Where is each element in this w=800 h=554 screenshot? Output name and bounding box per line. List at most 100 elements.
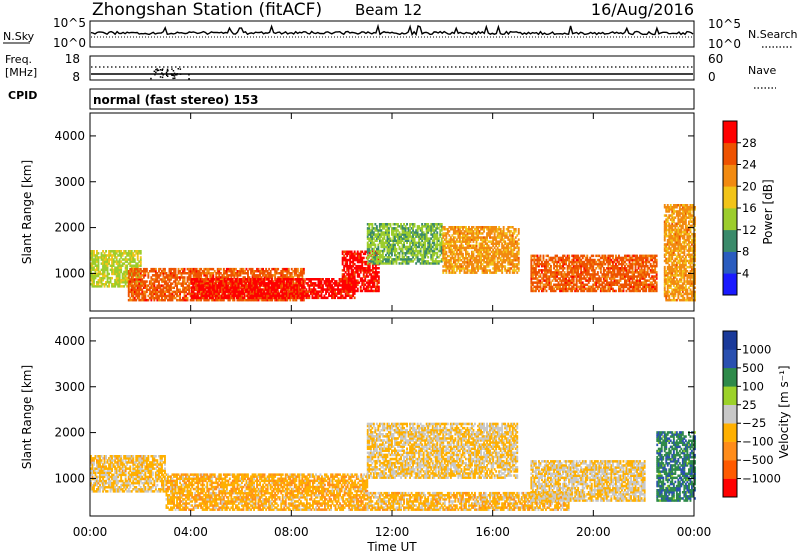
data-cell bbox=[300, 288, 303, 291]
data-cell bbox=[129, 282, 132, 285]
data-cell bbox=[486, 250, 488, 254]
data-cell bbox=[398, 237, 401, 240]
data-cell bbox=[236, 286, 238, 289]
data-cell bbox=[398, 258, 401, 261]
data-cell bbox=[492, 240, 495, 243]
data-cell bbox=[452, 230, 455, 233]
data-cell bbox=[368, 264, 371, 268]
data-cell bbox=[93, 268, 95, 272]
data-cell bbox=[401, 231, 404, 234]
data-cell bbox=[248, 267, 251, 271]
data-cell bbox=[124, 278, 127, 282]
data-cell bbox=[94, 256, 97, 259]
data-cell bbox=[538, 271, 540, 274]
data-cell bbox=[350, 294, 353, 297]
data-cell bbox=[504, 267, 507, 270]
data-cell bbox=[377, 277, 380, 280]
data-cell bbox=[130, 290, 133, 294]
data-cell bbox=[192, 296, 195, 300]
data-cell bbox=[359, 269, 362, 272]
data-cell bbox=[124, 266, 127, 269]
data-cell bbox=[126, 276, 129, 280]
data-cell bbox=[545, 258, 548, 262]
data-cell bbox=[284, 276, 287, 279]
data-cell bbox=[346, 269, 349, 272]
data-cell bbox=[314, 284, 317, 287]
data-cell bbox=[177, 267, 180, 271]
data-cell bbox=[377, 258, 380, 262]
data-cell bbox=[296, 276, 299, 279]
freq-tick-top: 18 bbox=[65, 52, 80, 66]
nave-label: Nave bbox=[748, 64, 776, 77]
data-cell bbox=[359, 267, 362, 270]
data-cell bbox=[297, 282, 300, 285]
data-cell bbox=[183, 278, 186, 281]
data-cell bbox=[364, 271, 367, 274]
data-cell bbox=[287, 290, 290, 294]
data-cell bbox=[407, 237, 410, 240]
data-cell bbox=[296, 286, 299, 289]
data-cell bbox=[554, 275, 557, 278]
data-cell bbox=[227, 298, 230, 302]
data-cell bbox=[439, 249, 442, 253]
data-cell bbox=[217, 284, 220, 287]
data-cell bbox=[147, 288, 150, 291]
data-cell bbox=[138, 272, 141, 276]
data-cell bbox=[240, 290, 243, 293]
cpid-value: normal (fast stereo) 153 bbox=[93, 93, 259, 107]
data-cell bbox=[242, 292, 244, 295]
data-cell bbox=[471, 232, 473, 235]
data-cell bbox=[198, 274, 201, 277]
data-cell bbox=[409, 235, 411, 238]
data-cell bbox=[186, 298, 189, 302]
data-cell bbox=[542, 279, 545, 282]
data-cell bbox=[281, 286, 284, 289]
data-cell bbox=[353, 296, 356, 300]
data-cell bbox=[109, 278, 112, 282]
data-cell bbox=[244, 288, 246, 291]
data-cell bbox=[422, 258, 425, 261]
data-cell bbox=[495, 236, 498, 239]
data-cell bbox=[141, 274, 144, 277]
data-cell bbox=[252, 278, 255, 281]
data-cell bbox=[242, 272, 245, 275]
data-cell bbox=[386, 239, 389, 242]
data-cell bbox=[475, 250, 478, 254]
data-cell bbox=[216, 294, 219, 297]
data-cell bbox=[303, 286, 306, 289]
data-cell bbox=[369, 237, 372, 240]
data-cell bbox=[192, 292, 195, 295]
data-cell bbox=[373, 289, 376, 293]
data-cell bbox=[249, 296, 252, 300]
data-cell bbox=[91, 260, 94, 263]
data-cell bbox=[326, 282, 329, 285]
data-cell bbox=[458, 252, 461, 256]
data-cell bbox=[190, 278, 193, 281]
data-cell bbox=[388, 229, 390, 232]
data-cell bbox=[226, 294, 229, 297]
data-cell bbox=[320, 282, 323, 285]
data-cell bbox=[457, 236, 460, 239]
data-cell bbox=[145, 280, 148, 283]
data-cell bbox=[501, 265, 504, 268]
data-cell bbox=[270, 288, 273, 291]
data-cell bbox=[211, 282, 214, 285]
data-cell bbox=[239, 270, 242, 273]
data-cell bbox=[186, 296, 189, 300]
data-cell bbox=[138, 288, 141, 291]
data-cell bbox=[106, 260, 109, 263]
data-cell bbox=[556, 269, 558, 272]
data-cell bbox=[256, 270, 258, 273]
data-cell bbox=[192, 288, 195, 291]
data-cell bbox=[436, 243, 439, 247]
data-cell bbox=[412, 223, 414, 226]
data-cell bbox=[142, 267, 145, 271]
data-cell bbox=[180, 274, 183, 277]
data-cell bbox=[446, 246, 449, 250]
data-cell bbox=[443, 242, 446, 245]
data-cell bbox=[422, 233, 425, 236]
data-cell bbox=[216, 270, 219, 273]
data-cell bbox=[421, 239, 424, 242]
data-cell bbox=[367, 287, 370, 291]
data-cell bbox=[132, 288, 135, 291]
